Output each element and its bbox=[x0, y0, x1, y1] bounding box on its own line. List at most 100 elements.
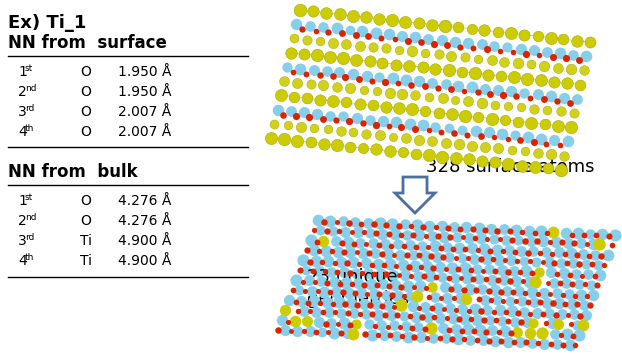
Point bbox=[424, 152, 434, 158]
Point bbox=[557, 311, 567, 316]
Point bbox=[354, 261, 364, 267]
Point bbox=[440, 23, 450, 29]
Point bbox=[446, 87, 456, 92]
Point bbox=[341, 42, 351, 47]
Point bbox=[466, 267, 476, 273]
Point bbox=[438, 96, 448, 101]
Point bbox=[373, 312, 383, 318]
Point bbox=[397, 33, 407, 38]
Point bbox=[283, 122, 293, 128]
Point bbox=[490, 159, 500, 165]
Point bbox=[411, 151, 421, 157]
Text: 4.276 Å: 4.276 Å bbox=[118, 194, 172, 208]
Point bbox=[295, 7, 305, 13]
Point bbox=[548, 229, 558, 235]
Point bbox=[560, 301, 570, 307]
Point bbox=[561, 280, 571, 286]
Point bbox=[411, 244, 420, 250]
Point bbox=[569, 110, 579, 116]
Point bbox=[473, 247, 483, 253]
Point bbox=[365, 303, 375, 308]
Point bbox=[539, 96, 549, 102]
Point bbox=[493, 87, 503, 93]
Point bbox=[578, 302, 588, 307]
Point bbox=[515, 339, 525, 345]
Text: 2.007 Å: 2.007 Å bbox=[118, 125, 171, 139]
Point bbox=[509, 75, 519, 80]
Point bbox=[410, 263, 420, 268]
Point bbox=[286, 328, 296, 334]
Point bbox=[610, 232, 620, 238]
Point bbox=[502, 288, 512, 293]
Point bbox=[383, 302, 393, 308]
Point bbox=[439, 254, 448, 260]
Point bbox=[424, 294, 434, 299]
Point bbox=[411, 92, 420, 98]
Point bbox=[498, 92, 508, 98]
Point bbox=[397, 91, 407, 97]
Point bbox=[450, 39, 460, 45]
Point bbox=[590, 273, 600, 279]
Point bbox=[519, 148, 529, 154]
Point bbox=[331, 239, 341, 244]
Point bbox=[392, 241, 402, 247]
Point bbox=[571, 271, 581, 276]
Point bbox=[388, 134, 397, 139]
Point bbox=[439, 234, 449, 240]
Point bbox=[549, 260, 559, 266]
Point bbox=[452, 285, 462, 291]
Point bbox=[521, 269, 531, 274]
Point bbox=[542, 141, 552, 147]
Point bbox=[463, 132, 473, 138]
Point bbox=[533, 34, 543, 39]
Point bbox=[499, 227, 509, 232]
Text: O: O bbox=[80, 65, 91, 79]
Point bbox=[444, 255, 454, 260]
Point bbox=[389, 252, 399, 257]
Point bbox=[495, 48, 505, 54]
Point bbox=[335, 12, 345, 17]
Point bbox=[497, 318, 507, 324]
Point bbox=[299, 308, 309, 314]
Point bbox=[569, 312, 579, 317]
Point bbox=[440, 285, 450, 290]
Point bbox=[416, 264, 426, 270]
Point bbox=[371, 122, 381, 127]
Text: 1.950 Å: 1.950 Å bbox=[118, 85, 172, 99]
Point bbox=[498, 298, 508, 304]
Point bbox=[536, 136, 546, 142]
Point bbox=[407, 82, 417, 87]
Point bbox=[549, 79, 559, 85]
Point bbox=[533, 341, 543, 346]
Point bbox=[404, 242, 414, 248]
Point bbox=[309, 227, 319, 233]
Point bbox=[402, 232, 412, 238]
Point bbox=[521, 339, 531, 345]
Point bbox=[528, 320, 538, 326]
Point bbox=[411, 126, 420, 132]
Point bbox=[453, 24, 463, 30]
Point bbox=[317, 329, 327, 335]
Point bbox=[348, 13, 358, 19]
Point bbox=[361, 241, 371, 247]
Point bbox=[414, 232, 424, 238]
Point bbox=[443, 126, 453, 131]
Point bbox=[318, 309, 328, 315]
Point bbox=[315, 72, 325, 78]
Point bbox=[366, 332, 376, 338]
Point bbox=[345, 270, 355, 275]
Point bbox=[453, 336, 463, 342]
Point bbox=[392, 313, 402, 318]
Point bbox=[364, 250, 374, 256]
Point bbox=[403, 38, 413, 44]
Point bbox=[396, 284, 406, 290]
Point bbox=[376, 322, 386, 328]
Point bbox=[393, 80, 403, 86]
Point bbox=[374, 291, 384, 297]
Point bbox=[301, 268, 311, 273]
Text: Ti: Ti bbox=[80, 254, 92, 268]
Point bbox=[427, 22, 437, 28]
Point bbox=[499, 278, 509, 283]
Point bbox=[520, 290, 530, 296]
Text: 4: 4 bbox=[18, 254, 27, 268]
